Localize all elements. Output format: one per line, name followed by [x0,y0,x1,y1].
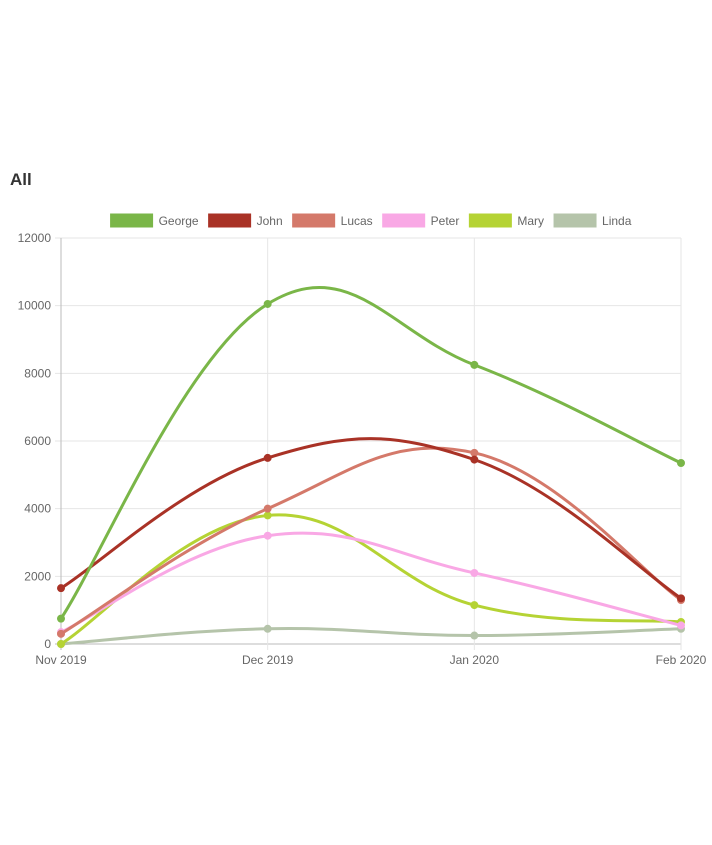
grid-lines [55,237,682,650]
data-point-george[interactable] [57,614,65,623]
data-point-george[interactable] [677,458,685,467]
legend-item-mary[interactable]: Mary [468,213,544,228]
data-point-peter[interactable] [677,621,685,630]
legend-item-peter[interactable]: Peter [382,213,460,228]
legend-swatch-peter [382,213,426,228]
data-point-lucas[interactable] [57,629,65,638]
legend-label-john: John [257,214,283,228]
data-point-mary[interactable] [263,511,272,520]
legend-item-linda[interactable]: Linda [553,213,632,228]
legend: George John Lucas Peter Mary Linda [110,213,632,228]
data-point-linda[interactable] [470,631,479,640]
y-tick-label: 4000 [24,502,51,516]
legend-label-lucas: Lucas [341,214,373,228]
series-line-george [59,286,682,620]
x-tick-label: Dec 2019 [242,653,294,667]
data-point-peter[interactable] [263,531,272,540]
data-point-lucas[interactable] [263,504,272,513]
data-point-mary[interactable] [470,601,479,610]
legend-label-linda: Linda [602,214,632,228]
series-line-linda [60,627,682,646]
data-point-peter[interactable] [470,568,479,577]
data-point-mary[interactable] [57,640,65,648]
legend-label-mary: Mary [517,214,544,228]
data-point-george[interactable] [263,299,272,308]
chart-title: All [10,170,32,189]
data-point-john[interactable] [470,455,479,464]
data-point-john[interactable] [677,594,685,603]
y-tick-label: 2000 [24,569,51,583]
legend-item-lucas[interactable]: Lucas [292,213,373,228]
legend-swatch-john [208,213,252,228]
legend-swatch-linda [553,213,597,228]
series-line-peter [60,531,682,634]
legend-item-john[interactable]: John [208,213,283,228]
series-line-john [60,437,682,600]
axes: 0 2000 4000 6000 8000 10000 12000 Nov 2019 Dec 2… [18,231,707,667]
legend-item-george[interactable]: George [110,213,199,228]
series-line-lucas [60,446,682,636]
y-tick-label: 10000 [18,299,52,313]
legend-swatch-george [110,213,154,228]
data-point-lucas[interactable] [470,448,479,457]
data-point-john[interactable] [263,453,272,462]
y-tick-label: 6000 [24,434,51,448]
y-tick-label: 8000 [24,366,51,380]
series-lines [57,286,685,648]
y-tick-label: 12000 [18,231,52,245]
x-tick-label: Feb 2020 [656,653,707,667]
x-tick-label: Nov 2019 [35,653,87,667]
legend-swatch-lucas [292,213,336,228]
legend-label-peter: Peter [431,214,460,228]
data-point-george[interactable] [470,360,479,369]
data-point-linda[interactable] [263,624,272,633]
y-tick-label: 0 [44,637,51,651]
x-tick-label: Jan 2020 [450,653,500,667]
data-point-john[interactable] [57,584,65,593]
legend-label-george: George [159,214,199,228]
legend-swatch-mary [468,213,512,228]
